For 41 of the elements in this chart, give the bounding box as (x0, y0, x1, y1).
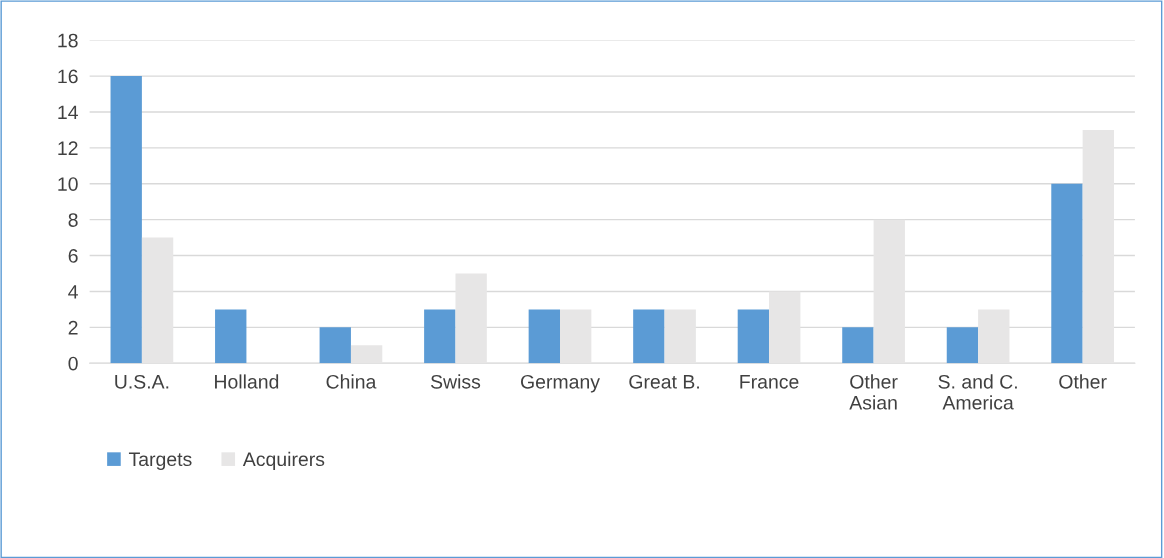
x-tick-label: Other Asian (849, 374, 898, 410)
bar (560, 309, 592, 364)
x-tick-label: Great B. (629, 374, 699, 389)
legend-label: Acquirers (242, 451, 325, 470)
bar (455, 273, 487, 364)
y-tick-label: 8 (68, 213, 78, 227)
y-tick-label: 14 (58, 105, 78, 120)
bar (141, 237, 174, 364)
x-tick-label: S. and C. America (938, 374, 1017, 410)
bar (633, 309, 665, 364)
x-tick-label: China (326, 374, 377, 389)
bar (1082, 129, 1114, 364)
x-tick-label: Germany (521, 374, 600, 393)
bar (424, 309, 456, 364)
y-tick-label: 6 (68, 249, 78, 263)
y-tick-label: 12 (58, 141, 78, 155)
bar (873, 219, 905, 364)
y-tick-label: 18 (58, 33, 78, 48)
bar (842, 327, 874, 364)
y-tick-label: 2 (68, 320, 78, 335)
bar (737, 309, 770, 364)
bar (769, 291, 801, 364)
x-tick-label: Other (1059, 374, 1107, 389)
y-tick-label: 4 (68, 285, 78, 299)
bar (215, 309, 247, 364)
y-tick-label: 0 (68, 356, 78, 371)
bar (110, 76, 142, 364)
bar (978, 309, 1010, 364)
bar (350, 345, 383, 364)
y-tick-label: 10 (58, 177, 78, 191)
legend-label: Targets (128, 452, 192, 470)
x-tick-label: France (740, 375, 799, 389)
bar (528, 309, 560, 364)
bar (319, 327, 351, 364)
y-tick-label: 16 (58, 69, 78, 84)
x-tick-label: Swiss (430, 374, 481, 389)
x-tick-label: U.S.A. (115, 374, 169, 389)
bar (1051, 183, 1083, 364)
bar (664, 309, 696, 364)
x-tick-label: Holland (215, 374, 279, 389)
bar (946, 327, 979, 364)
